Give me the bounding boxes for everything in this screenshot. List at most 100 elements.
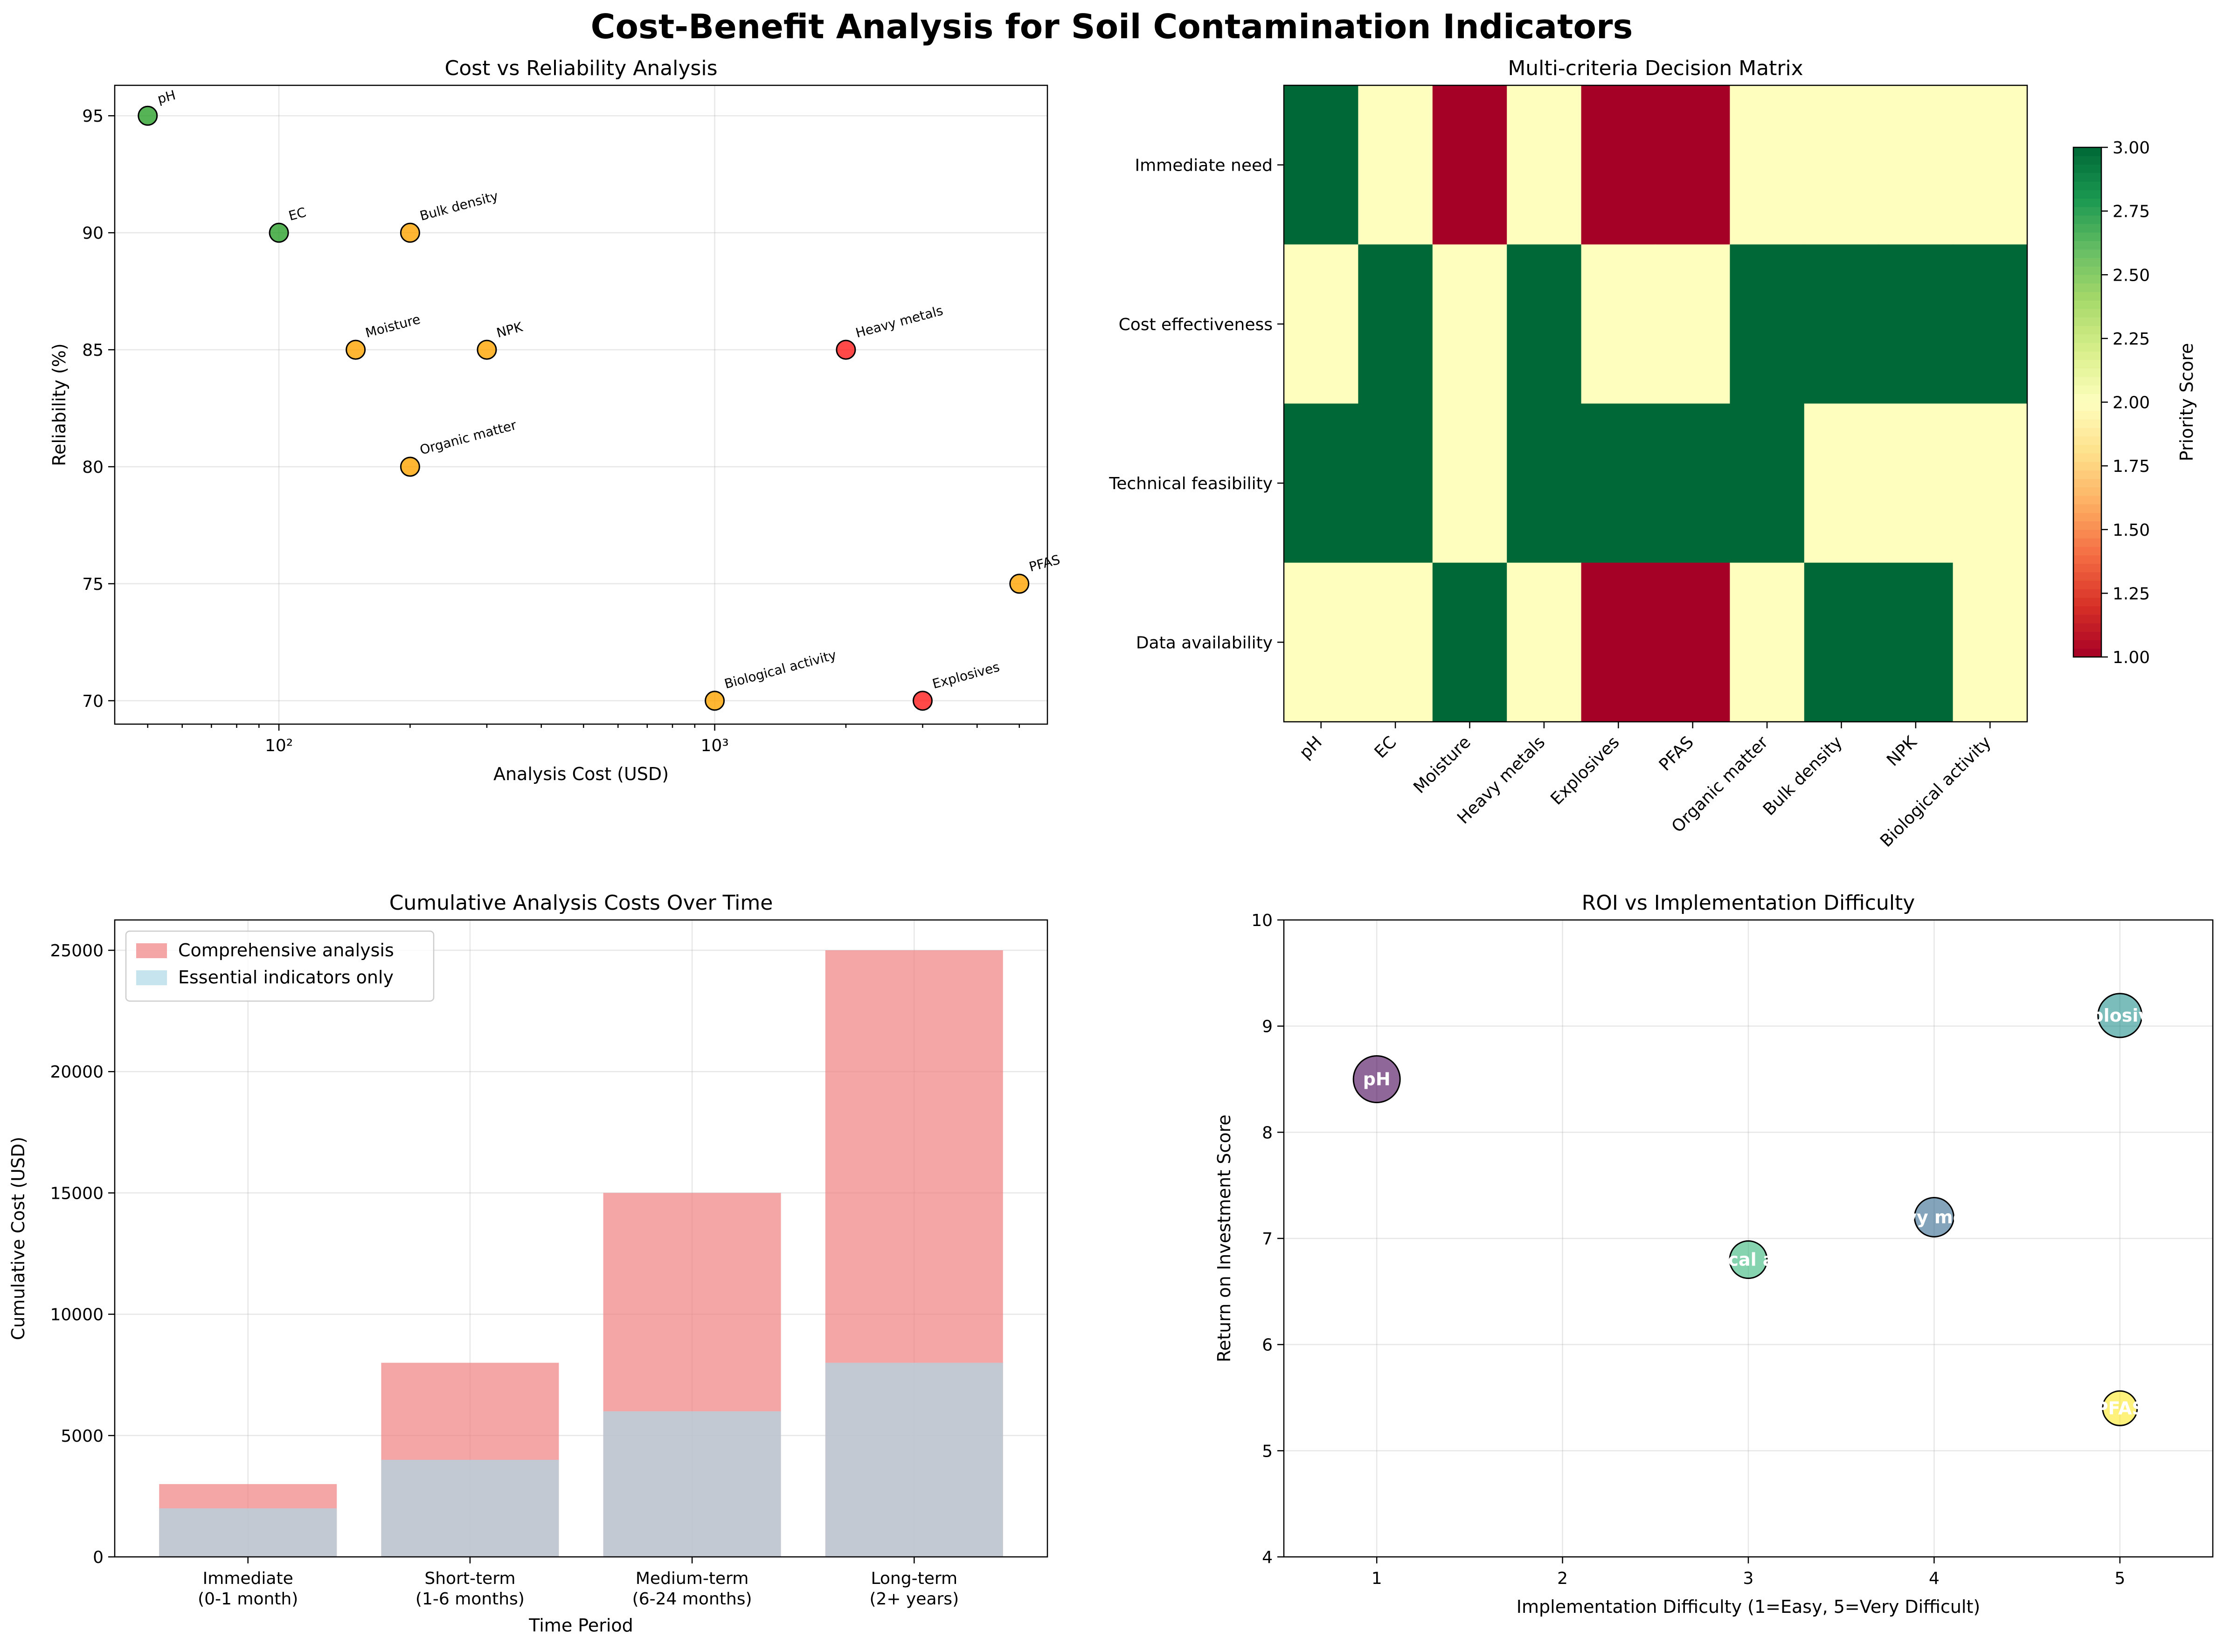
legend-label-comprehensive-analysis: Comprehensive analysis [178,940,394,961]
row-label-immediate-need: Immediate need [1135,156,1273,175]
y-tick-label: 9 [1262,1017,1273,1037]
cell-technical-feasibility-pfas [1656,403,1730,563]
plot-frame [1283,84,2028,723]
x-tick-label: 3 [1743,1569,1754,1588]
cell-technical-feasibility-heavy-metals [1507,403,1582,563]
bubble-text-group: Heavy metals [1866,1207,2002,1227]
colorbar-segment [2073,546,2101,555]
bar-essential-indicators-only-1 [381,1459,559,1557]
panel-title: Cost vs Reliability Analysis [445,56,718,80]
cell-technical-feasibility-explosives [1581,403,1656,563]
cell-technical-feasibility-ph [1284,403,1358,563]
cell-data-availability-bulk-density [1804,562,1879,722]
colorbar-segment [2073,606,2101,615]
bubble-label-biological-activity: Biological activity [1659,1250,1837,1270]
colorbar-tick-label: 1.00 [2113,648,2150,667]
colorbar-segment [2073,614,2101,623]
colorbar-segment [2073,181,2101,190]
row-label-cost-effectiveness: Cost effectiveness [1119,315,1273,334]
cell-cost-effectiveness-organic-matter [1730,244,1805,404]
x-tick-label: (1-6 months) [416,1590,525,1609]
colorbar-segment [2073,402,2101,411]
cell-immediate-need-bulk-density [1804,85,1879,245]
y-tick-label: 25000 [50,941,104,961]
plot-frame [114,919,1048,1558]
bubble-label-heavy-metals: Heavy metals [1866,1207,2002,1227]
colorbar-segment [2073,538,2101,547]
point-moisture [346,339,366,360]
colorbar-segment [2073,291,2101,301]
y-tick-label: 85 [82,341,104,360]
y-tick-label: 10000 [50,1306,104,1325]
cell-data-availability-organic-matter [1730,562,1805,722]
colorbar-tick-label: 2.25 [2113,330,2150,349]
cell-cost-effectiveness-heavy-metals [1507,244,1582,404]
x-tick-label: 4 [1929,1569,1940,1588]
colorbar-segment [2073,300,2101,309]
y-axis-label: Reliability (%) [49,343,69,466]
colorbar-tick-label: 2.00 [2113,394,2150,413]
colorbar-segment [2073,631,2101,641]
point-explosives [912,691,933,711]
cell-data-availability-ec [1358,562,1433,722]
x-tick-label: 10² [265,736,293,755]
cell-data-availability-biological-activity [1953,562,2028,722]
x-tick-label: Short-term [424,1569,515,1588]
colorbar-segment [2073,173,2101,182]
colorbar-segment [2073,359,2101,369]
cell-data-availability-explosives [1581,562,1656,722]
point-bulk-density [400,222,420,243]
colorbar-segment [2073,521,2101,530]
bubble-heavy-metals [1913,1196,1954,1237]
cell-immediate-need-organic-matter [1730,85,1805,245]
cell-technical-feasibility-npk [1878,403,1954,563]
panel-title: Cumulative Analysis Costs Over Time [389,891,773,915]
colorbar-segment [2073,376,2101,386]
bar-essential-indicators-only-3 [825,1362,1003,1557]
bar-essential-indicators-only-0 [159,1508,337,1557]
x-tick-label: 5 [2114,1569,2125,1588]
cell-cost-effectiveness-npk [1878,244,1954,404]
colorbar-segment [2073,309,2101,318]
bubble-label-pfas: PFAS [2095,1398,2145,1418]
colorbar-segment [2073,334,2101,343]
colorbar-segment [2073,504,2101,513]
x-tick-label: 2 [1557,1569,1568,1588]
cell-immediate-need-ph [1284,85,1358,245]
colorbar-segment [2073,342,2101,352]
colorbar-segment [2073,648,2101,657]
legend-label-essential-indicators-only: Essential indicators only [178,967,394,988]
colorbar-segment [2073,325,2101,335]
bubble-group-heavy-metals [1913,1196,1954,1237]
y-tick-label: 0 [93,1548,104,1567]
cell-cost-effectiveness-moisture [1432,244,1507,404]
colorbar-segment [2073,394,2101,403]
y-tick-label: 20000 [50,1063,104,1082]
cell-technical-feasibility-organic-matter [1730,403,1805,563]
colorbar-segment [2073,156,2101,165]
bubble-explosives [2097,993,2143,1038]
colorbar-segment [2073,623,2101,632]
colorbar-tick-label: 2.75 [2113,202,2150,221]
point-ph [138,105,158,126]
cell-technical-feasibility-moisture [1432,403,1507,563]
colorbar-segment [2073,495,2101,505]
colorbar-segment [2073,232,2101,241]
cell-immediate-need-pfas [1656,85,1730,245]
bubble-group-biological-activity [1729,1240,1768,1279]
colorbar-segment [2073,249,2101,258]
point-heavy-metals [836,339,856,360]
colorbar-segment [2073,436,2101,445]
x-tick-label: (2+ years) [869,1590,959,1609]
panel-title: ROI vs Implementation Difficulty [1582,891,1915,915]
bubble-group-pfas [2102,1390,2138,1426]
bubble-text-group: Explosives [2092,1005,2148,1026]
cell-data-availability-npk [1878,562,1954,722]
colorbar-segment [2073,351,2101,360]
cell-data-availability-heavy-metals [1507,562,1582,722]
cell-cost-effectiveness-ec [1358,244,1433,404]
colorbar-segment [2073,563,2101,573]
colorbar-segment [2073,207,2101,216]
colorbar-segment [2073,275,2101,284]
colorbar-segment [2073,283,2101,292]
